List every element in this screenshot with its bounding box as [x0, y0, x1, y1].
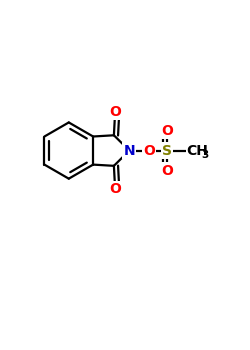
- Text: O: O: [143, 144, 155, 158]
- Text: O: O: [109, 105, 121, 119]
- Text: O: O: [161, 124, 173, 138]
- Text: 3: 3: [202, 150, 209, 160]
- Text: O: O: [161, 163, 173, 177]
- Text: O: O: [109, 182, 121, 196]
- Text: N: N: [124, 144, 135, 158]
- Text: S: S: [162, 144, 172, 158]
- Text: CH: CH: [187, 144, 208, 158]
